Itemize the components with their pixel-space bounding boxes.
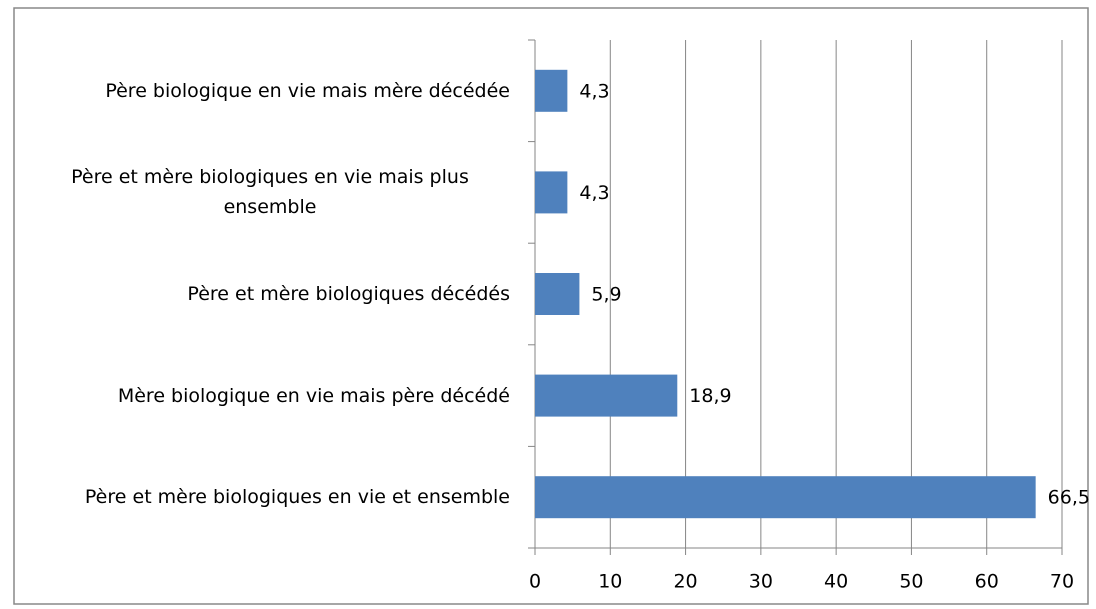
x-tick-label: 60	[975, 571, 999, 593]
bar	[535, 273, 580, 315]
category-label: Père et mère biologiques en vie mais plu…	[30, 162, 510, 222]
chart-border	[13, 7, 1089, 605]
bar	[535, 476, 1036, 519]
data-label: 5,9	[591, 284, 621, 306]
category-text: Père et mère biologiques en vie et ensem…	[84, 486, 510, 509]
data-label: 18,9	[689, 385, 731, 407]
x-tick-label: 50	[899, 571, 923, 593]
x-tick-label: 40	[824, 571, 848, 593]
x-tick-label: 20	[673, 571, 697, 593]
bar	[535, 374, 678, 417]
x-tick-label: 10	[598, 571, 622, 593]
bar	[535, 69, 568, 112]
data-label: 4,3	[579, 80, 609, 102]
category-label: Père et mère biologiques en vie et ensem…	[30, 482, 510, 512]
category-label: Père et mère biologiques décédés	[30, 279, 510, 309]
category-text: Père et mère biologiques en vie mais plu…	[71, 166, 469, 219]
data-label: 66,5	[1048, 487, 1090, 509]
x-tick-label: 30	[749, 571, 773, 593]
category-text: Mère biologique en vie mais père décédé	[117, 384, 510, 407]
category-text: Père biologique en vie mais mère décédée	[105, 79, 510, 102]
x-tick-label: 0	[529, 571, 541, 593]
category-text: Père et mère biologiques décédés	[187, 283, 510, 305]
x-tick-label: 70	[1050, 571, 1074, 593]
bar	[535, 171, 568, 214]
data-label: 4,3	[579, 182, 609, 204]
category-label: Père biologique en vie mais mère décédée	[30, 76, 510, 106]
category-label: Mère biologique en vie mais père décédé	[30, 381, 510, 411]
